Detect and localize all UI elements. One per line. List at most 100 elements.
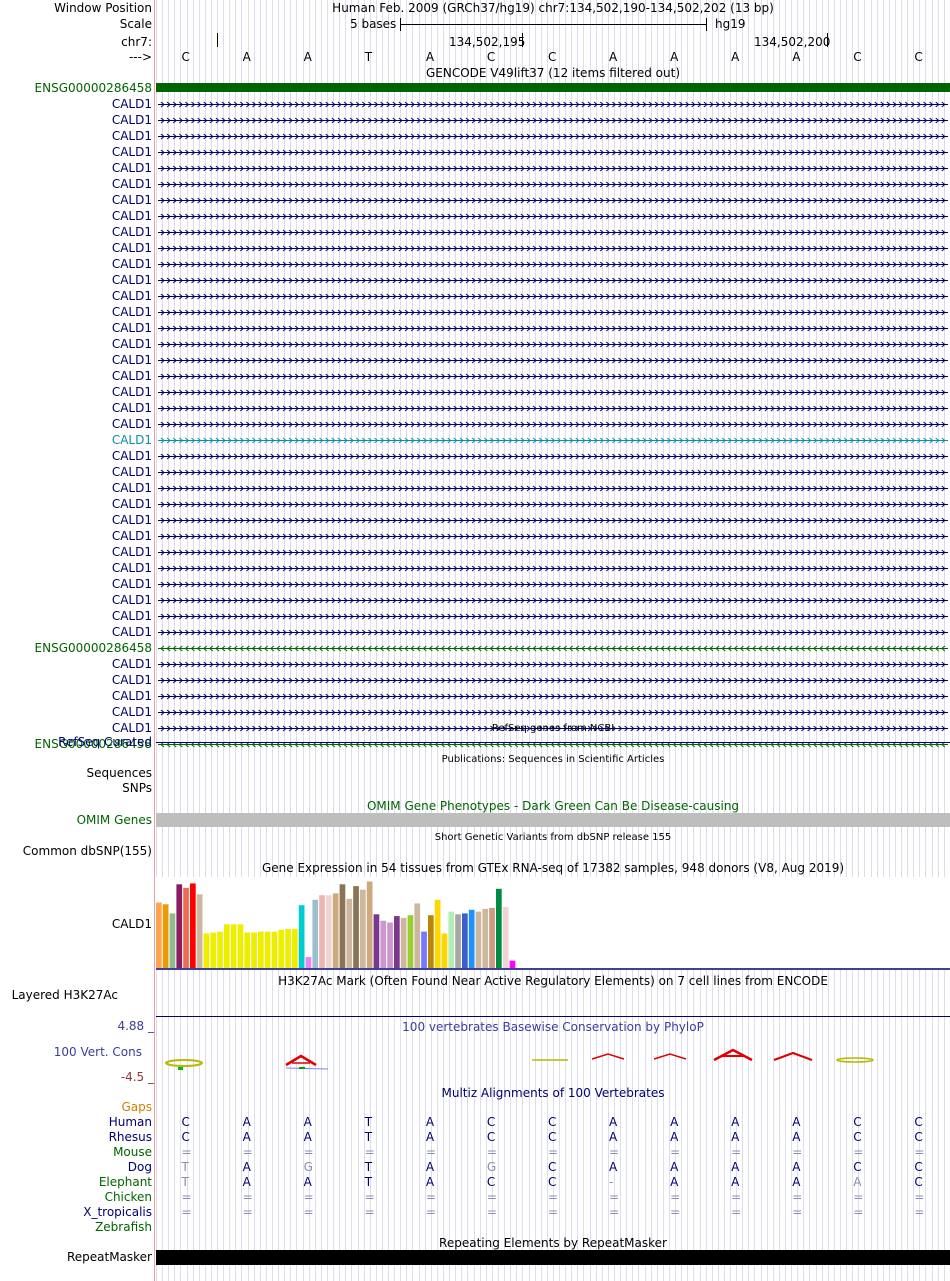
gaps-label[interactable]: Gaps	[121, 1100, 152, 1114]
transcript-forward[interactable]	[158, 721, 948, 736]
transcript-forward[interactable]	[158, 289, 948, 304]
gene-label[interactable]: CALD1	[111, 273, 152, 287]
transcript-forward[interactable]	[158, 321, 948, 336]
species-label[interactable]: Human	[108, 1115, 152, 1129]
species-label[interactable]: Rhesus	[108, 1130, 152, 1144]
gene-label[interactable]: CALD1	[111, 353, 152, 367]
transcript-forward[interactable]	[158, 625, 948, 640]
transcript-forward[interactable]	[158, 353, 948, 368]
gene-label[interactable]: CALD1	[111, 289, 152, 303]
transcript-forward[interactable]	[158, 113, 948, 128]
transcript-forward[interactable]	[158, 577, 948, 592]
gtex-tissue-bar[interactable]	[428, 915, 434, 968]
species-label[interactable]: Elephant	[98, 1175, 152, 1189]
gtex-tissue-bar[interactable]	[203, 933, 210, 968]
gene-label[interactable]: ENSG00000286458	[34, 641, 152, 655]
gtex-tissue-bar[interactable]	[489, 907, 495, 968]
repeatmasker-label[interactable]: RepeatMasker	[66, 1250, 152, 1264]
gtex-tissue-bar[interactable]	[366, 881, 373, 969]
repeatmasker-element[interactable]	[156, 1250, 950, 1265]
gtex-tissue-bar[interactable]	[292, 928, 298, 968]
gene-label[interactable]: CALD1	[111, 161, 152, 175]
transcript-forward[interactable]	[158, 337, 948, 352]
transcript-forward[interactable]	[158, 129, 948, 144]
dbsnp-title[interactable]: Short Genetic Variants from dbSNP releas…	[434, 832, 672, 843]
gtex-tissue-bar[interactable]	[312, 899, 319, 969]
gtex-tissue-bar[interactable]	[271, 931, 278, 968]
gtex-tissue-bar[interactable]	[407, 915, 414, 968]
gene-label[interactable]: CALD1	[111, 593, 152, 607]
gene-label[interactable]: CALD1	[111, 241, 152, 255]
gtex-tissue-bar[interactable]	[319, 895, 325, 968]
gtex-tissue-bar[interactable]	[278, 929, 285, 968]
transcript-forward[interactable]	[158, 449, 948, 464]
gtex-tissue-bar[interactable]	[434, 899, 441, 969]
transcript-forward[interactable]	[158, 241, 948, 256]
gtex-tissue-bar[interactable]	[305, 957, 312, 968]
gene-exon-bar[interactable]	[156, 83, 950, 92]
gtex-tissue-bar[interactable]	[462, 913, 468, 968]
transcript-forward[interactable]	[158, 209, 948, 224]
gtex-tissue-bar[interactable]	[482, 908, 489, 968]
gtex-tissue-bar[interactable]	[176, 884, 183, 968]
transcript-forward[interactable]	[158, 481, 948, 496]
gtex-tissue-bar[interactable]	[502, 907, 509, 968]
gtex-tissue-bar[interactable]	[360, 889, 366, 968]
gtex-tissue-bar[interactable]	[169, 913, 176, 968]
gene-label[interactable]: CALD1	[111, 561, 152, 575]
transcript-forward[interactable]	[158, 385, 948, 400]
gene-label[interactable]: CALD1	[111, 625, 152, 639]
gene-label[interactable]: CALD1	[111, 129, 152, 143]
gtex-tissue-bar[interactable]	[455, 914, 461, 968]
gtex-tissue-bar[interactable]	[224, 924, 230, 968]
h3k27ac-title[interactable]: H3K27Ac Mark (Often Found Near Active Re…	[278, 974, 828, 988]
gene-label[interactable]: CALD1	[111, 481, 152, 495]
gtex-tissue-bar[interactable]	[210, 932, 217, 969]
gtex-tissue-bar[interactable]	[509, 960, 516, 968]
multiz-title[interactable]: Multiz Alignments of 100 Vertebrates	[441, 1086, 665, 1100]
transcript-forward[interactable]	[158, 705, 948, 720]
gtex-tissue-bar[interactable]	[441, 933, 448, 968]
transcript-forward[interactable]	[158, 689, 948, 704]
gtex-tissue-bar[interactable]	[196, 894, 203, 968]
gtex-tissue-bar[interactable]	[394, 916, 400, 968]
gene-label[interactable]: CALD1	[111, 209, 152, 223]
species-label[interactable]: Dog	[127, 1160, 152, 1174]
gtex-tissue-bar[interactable]	[332, 893, 339, 968]
repeatmasker-title[interactable]: Repeating Elements by RepeatMasker	[439, 1236, 667, 1250]
gene-label[interactable]: CALD1	[111, 145, 152, 159]
gtex-tissue-bar[interactable]	[346, 898, 353, 968]
species-label[interactable]: Zebrafish	[95, 1220, 152, 1234]
transcript-forward[interactable]	[158, 305, 948, 320]
gene-label[interactable]: CALD1	[111, 657, 152, 671]
gene-label[interactable]: CALD1	[111, 177, 152, 191]
transcript-forward[interactable]	[158, 593, 948, 608]
transcript-reverse[interactable]	[158, 641, 948, 656]
transcript-forward[interactable]	[158, 561, 948, 576]
gtex-tissue-bar[interactable]	[353, 886, 359, 968]
snps-label[interactable]: SNPs	[122, 781, 152, 795]
gene-label[interactable]: CALD1	[111, 401, 152, 415]
gene-label[interactable]: CALD1	[111, 689, 152, 703]
refseq-title[interactable]: RefSeq genes from NCBI	[491, 723, 615, 734]
gtex-tissue-bar[interactable]	[237, 924, 244, 968]
gtex-tissue-bar[interactable]	[258, 931, 264, 968]
gene-label[interactable]: CALD1	[111, 385, 152, 399]
gtex-tissue-bar[interactable]	[475, 911, 482, 968]
transcript-forward[interactable]	[158, 369, 948, 384]
gtex-tissue-bar[interactable]	[298, 905, 305, 968]
transcript-forward[interactable]	[158, 257, 948, 272]
omim-title[interactable]: OMIM Gene Phenotypes - Dark Green Can Be…	[366, 799, 740, 813]
phylop-logos[interactable]	[156, 1040, 950, 1080]
gene-label[interactable]: CALD1	[111, 449, 152, 463]
gtex-tissue-bar[interactable]	[244, 932, 251, 969]
gene-label[interactable]: CALD1	[111, 193, 152, 207]
transcript-forward[interactable]	[158, 145, 948, 160]
transcript-forward[interactable]	[158, 161, 948, 176]
gtex-tissue-bar[interactable]	[339, 884, 346, 968]
omim-gene-bar[interactable]	[156, 813, 950, 827]
phylop-label[interactable]: 100 Vert. Cons	[53, 1045, 142, 1059]
gene-label[interactable]: CALD1	[111, 321, 152, 335]
gtex-tissue-bar[interactable]	[400, 917, 407, 968]
